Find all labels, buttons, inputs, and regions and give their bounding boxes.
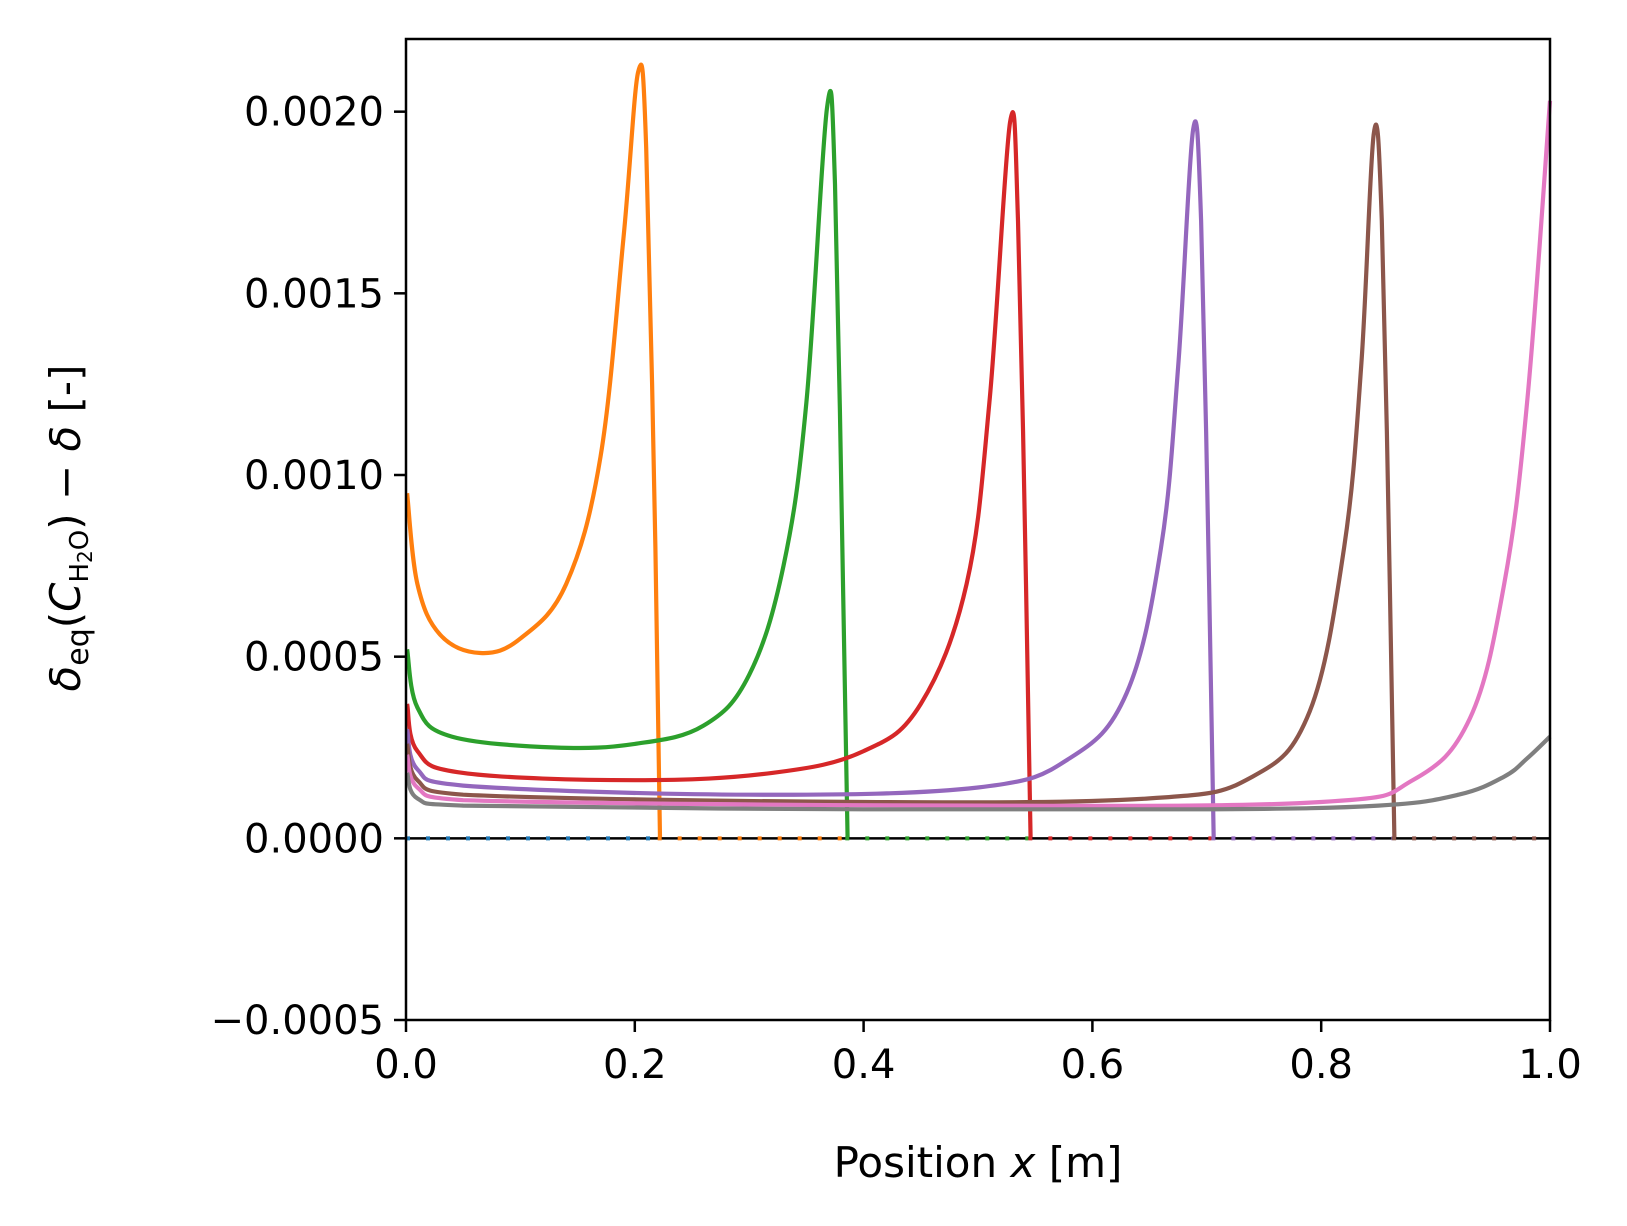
x-tick-label: 0.0 [374,1042,438,1088]
y-tick-label: 0.0020 [244,90,384,136]
y-tick-label: 0.0005 [244,635,384,681]
x-tick-label: 0.2 [603,1042,667,1088]
y-axis-label: δeq(CH2O) − δ [-] [41,365,97,692]
y-tick-label: −0.0005 [211,998,384,1044]
series-line-4 [405,119,1216,839]
series-line-7 [405,735,1552,812]
x-tick-label: 0.6 [1061,1042,1125,1088]
series-line-5 [405,122,1397,839]
series-line-1 [405,62,663,839]
plot-lines [405,62,1553,839]
series-line-6 [405,100,1553,808]
y-tick-label: 0.0010 [244,453,384,499]
x-tick-label: 1.0 [1518,1042,1582,1088]
plot-frame [404,37,1552,1022]
series-line-2 [405,88,850,839]
x-axis-label: Position x [m] [834,1138,1123,1187]
y-tick-label: 0.0015 [244,271,384,317]
y-ticks: −0.0005 0.0000 0.0005 0.0010 0.0015 0.0020 [211,90,406,1044]
series-line-3 [405,110,1033,839]
x-ticks: 0.0 0.2 0.4 0.6 0.8 1.0 [374,1020,1582,1088]
y-tick-label: 0.0000 [244,816,384,862]
x-tick-label: 0.8 [1289,1042,1353,1088]
x-tick-label: 0.4 [832,1042,896,1088]
